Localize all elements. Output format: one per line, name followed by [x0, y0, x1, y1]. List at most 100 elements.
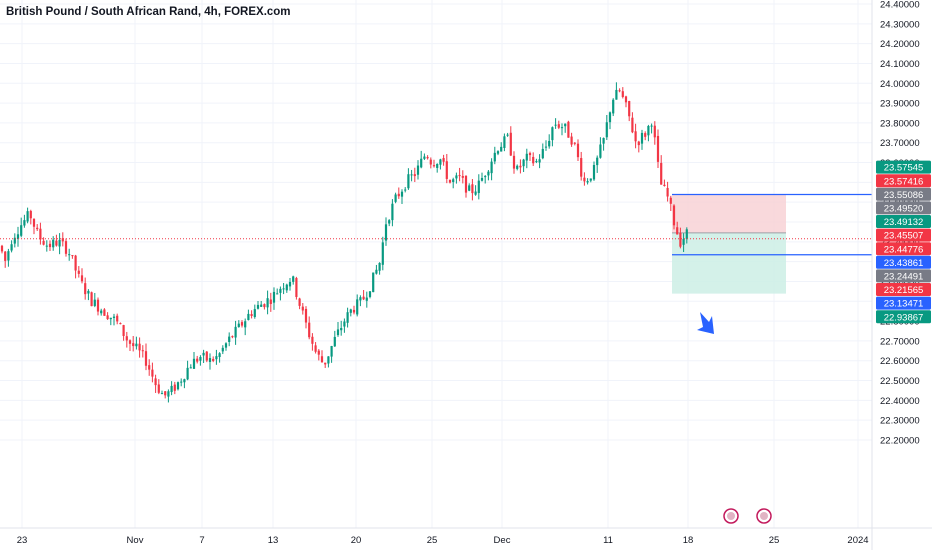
- candle-body: [55, 240, 58, 246]
- price-label-text: 23.45507: [884, 231, 924, 242]
- candle-body: [394, 194, 397, 202]
- candle: [20, 217, 23, 238]
- candle-body: [135, 343, 138, 347]
- candle-body: [368, 291, 372, 297]
- candle: [7, 248, 10, 267]
- candle-body: [621, 91, 624, 97]
- candle-body: [349, 309, 352, 313]
- candle: [215, 349, 218, 365]
- candle-body: [560, 127, 564, 129]
- candle: [372, 272, 375, 293]
- candle-body: [240, 322, 244, 326]
- candle: [285, 283, 288, 293]
- candle-body: [7, 251, 10, 261]
- candle: [55, 234, 58, 247]
- candle: [602, 137, 605, 151]
- candle: [522, 158, 525, 173]
- y-tick-label: 23.70000: [880, 138, 920, 149]
- price-label-bg: [876, 255, 931, 269]
- candle-body: [148, 365, 151, 370]
- candle-body: [576, 143, 580, 158]
- candle-body: [157, 384, 160, 393]
- candle-body: [58, 239, 61, 247]
- candle-body: [106, 315, 109, 320]
- candle-body: [234, 326, 237, 338]
- candle-body: [583, 177, 586, 182]
- candle: [71, 255, 74, 259]
- candle: [80, 268, 84, 284]
- candle: [669, 195, 672, 212]
- candle-body: [308, 322, 311, 338]
- candle-body: [496, 151, 500, 154]
- candle: [212, 356, 215, 363]
- candle: [228, 332, 231, 347]
- price-label-bg: [876, 201, 931, 215]
- candle: [570, 132, 573, 147]
- candle: [480, 172, 484, 182]
- candle: [586, 178, 589, 185]
- y-tick-label: 24.00000: [880, 79, 920, 90]
- candle-body: [458, 175, 461, 177]
- candle: [231, 335, 234, 339]
- candle: [429, 157, 432, 169]
- price-label-text: 23.21565: [884, 285, 924, 296]
- candle: [679, 227, 682, 249]
- candle-body: [612, 99, 615, 114]
- candle-body: [68, 254, 71, 256]
- candle: [308, 316, 311, 340]
- candle-body: [679, 232, 682, 247]
- candle-body: [167, 391, 170, 397]
- candle: [39, 222, 42, 245]
- candle: [253, 304, 256, 319]
- candle-body: [516, 165, 519, 169]
- candle-body: [541, 148, 544, 159]
- candle-body: [276, 293, 279, 295]
- candle-body: [404, 189, 407, 191]
- price-label-bg: [876, 228, 931, 242]
- candle-body: [567, 121, 570, 138]
- x-tick-label: 11: [603, 535, 613, 546]
- candle: [413, 167, 416, 183]
- candle-body: [199, 357, 202, 361]
- candle-body: [343, 321, 346, 327]
- candle: [448, 179, 452, 184]
- candle-body: [484, 176, 487, 178]
- candle: [119, 322, 122, 325]
- candle-body: [132, 343, 135, 347]
- candle-body: [608, 112, 612, 123]
- candle-body: [154, 378, 157, 386]
- candle: [532, 152, 535, 166]
- candle-body: [272, 291, 276, 303]
- candle-body: [96, 299, 100, 312]
- candle-body: [301, 306, 304, 311]
- candle-body: [589, 178, 592, 181]
- candle: [77, 266, 80, 278]
- candle-body: [375, 269, 378, 274]
- price-label: 23.24491: [876, 269, 931, 283]
- y-tick-label: 23.80000: [880, 118, 920, 129]
- candle-body: [468, 185, 471, 191]
- candle: [304, 306, 308, 329]
- candle-body: [544, 146, 548, 148]
- price-label-text: 22.93867: [884, 312, 924, 323]
- candle-body: [519, 165, 522, 168]
- candle-body: [42, 240, 45, 245]
- event-flag-icon: [756, 508, 772, 524]
- candle-body: [224, 343, 228, 348]
- price-label: 22.93867: [876, 310, 931, 323]
- candle: [628, 100, 631, 122]
- candle-body: [196, 358, 199, 362]
- candle: [439, 158, 442, 170]
- candle: [397, 187, 400, 199]
- candle-body: [205, 351, 208, 361]
- candle-body: [189, 367, 192, 369]
- candle-body: [564, 123, 567, 127]
- candle-body: [20, 225, 23, 236]
- candle: [528, 151, 532, 162]
- candle: [247, 309, 250, 321]
- y-tick-label: 22.30000: [880, 416, 920, 427]
- candle-body: [244, 321, 247, 328]
- candle-body: [218, 353, 221, 358]
- price-label-text: 23.49520: [884, 204, 924, 215]
